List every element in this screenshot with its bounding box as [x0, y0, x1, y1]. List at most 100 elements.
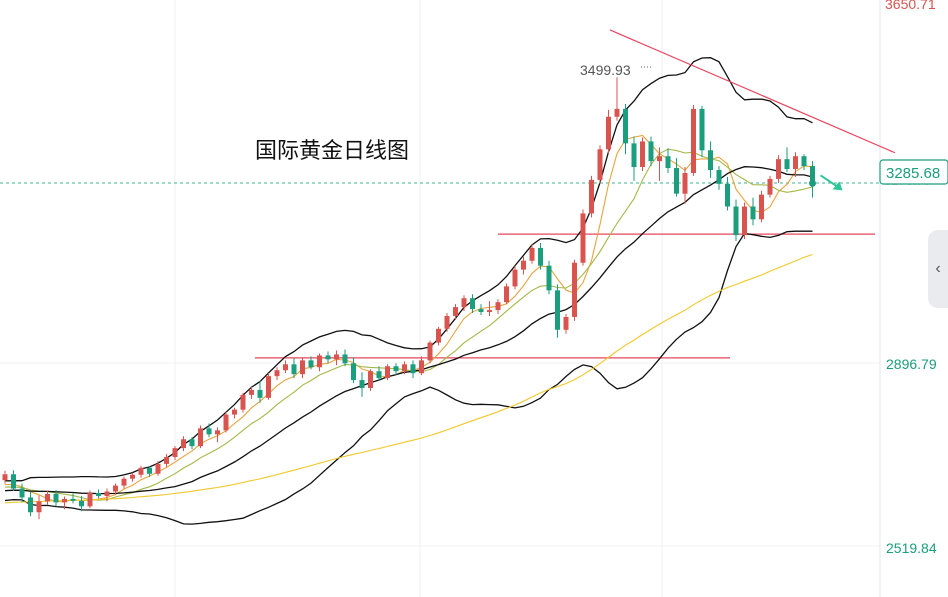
candle [385, 364, 390, 381]
candle [28, 491, 33, 517]
candle [240, 392, 246, 413]
candle [657, 147, 662, 181]
candle [478, 304, 484, 315]
candle [393, 363, 399, 376]
candle [232, 407, 237, 419]
candle [2, 470, 8, 484]
candle [810, 161, 815, 198]
candle [308, 356, 314, 370]
candle [249, 386, 254, 399]
trend-arrow [809, 174, 843, 191]
candle [104, 488, 110, 502]
candle [665, 148, 671, 173]
candle [691, 104, 696, 176]
y-tick-mid: 2896.79 [886, 356, 937, 372]
candle [682, 167, 688, 204]
candle [172, 446, 178, 460]
series-ma5 [4, 134, 813, 503]
candle [563, 314, 569, 334]
candle [725, 176, 730, 211]
candle [504, 283, 509, 305]
candle [742, 202, 747, 240]
arrow-head [832, 181, 843, 191]
grid [0, 0, 881, 597]
candle [368, 369, 373, 391]
y-tick-low: 2519.84 [886, 540, 937, 556]
high-annotation-label: 3499.93 [580, 62, 631, 78]
reference-lines [255, 233, 875, 359]
candle [427, 340, 433, 364]
candle [623, 103, 628, 155]
candle [461, 295, 467, 312]
candle [640, 137, 645, 172]
candle [419, 356, 424, 376]
candle [62, 496, 67, 510]
collapse-panel-button[interactable]: ‹ [928, 230, 948, 308]
candle [487, 301, 492, 316]
chart-title: 国际黄金日线图 [255, 139, 409, 164]
candle [402, 361, 407, 375]
candle [759, 190, 764, 223]
candle [767, 175, 773, 198]
trend-line [609, 29, 896, 154]
candle [325, 351, 331, 364]
candle [274, 367, 280, 381]
candle [699, 105, 705, 158]
candle [19, 483, 25, 503]
candle [206, 423, 212, 438]
candle [334, 350, 339, 366]
candle [257, 381, 263, 403]
candle [113, 483, 118, 495]
candle [538, 242, 543, 270]
candle [495, 299, 501, 315]
candle [784, 147, 790, 172]
candle [776, 155, 781, 183]
y-tick-top: 3650.71 [885, 0, 936, 12]
candle [36, 495, 42, 520]
candle [215, 427, 220, 443]
candle [79, 495, 84, 512]
candle [283, 360, 288, 374]
y-axis: 3650.71 2896.79 2519.84 3276.79 3285.68 [879, 0, 948, 556]
candle [376, 366, 382, 382]
candle [750, 197, 756, 226]
candle [87, 490, 93, 509]
candle [716, 166, 722, 190]
candle [631, 136, 637, 181]
candle [359, 372, 365, 397]
candle [453, 304, 458, 320]
last-point [809, 179, 816, 187]
current-price-box [879, 159, 948, 185]
candle [529, 243, 535, 264]
candle [444, 313, 450, 332]
candle [11, 470, 16, 492]
candle [708, 141, 713, 178]
high-annotation: 3499.93 [580, 62, 651, 78]
candle [648, 136, 654, 167]
candle [580, 209, 586, 266]
candle [342, 349, 348, 367]
candle [597, 145, 603, 184]
candle [521, 256, 526, 275]
candle [70, 493, 76, 504]
candle [793, 152, 798, 177]
moving-averages [4, 134, 813, 504]
candle [147, 466, 152, 477]
candle [45, 490, 50, 505]
candle [300, 357, 305, 379]
candle [198, 425, 203, 449]
candle [733, 199, 739, 242]
candle [317, 353, 322, 372]
candle [266, 373, 271, 400]
candle [138, 465, 144, 478]
candle [606, 109, 611, 154]
current-price-label: 3285.68 [886, 165, 940, 182]
candle [801, 154, 807, 171]
candle [351, 357, 356, 384]
candle [555, 284, 560, 338]
candle [410, 360, 416, 379]
candle [546, 260, 552, 295]
candle [572, 259, 577, 321]
candle [96, 489, 101, 499]
